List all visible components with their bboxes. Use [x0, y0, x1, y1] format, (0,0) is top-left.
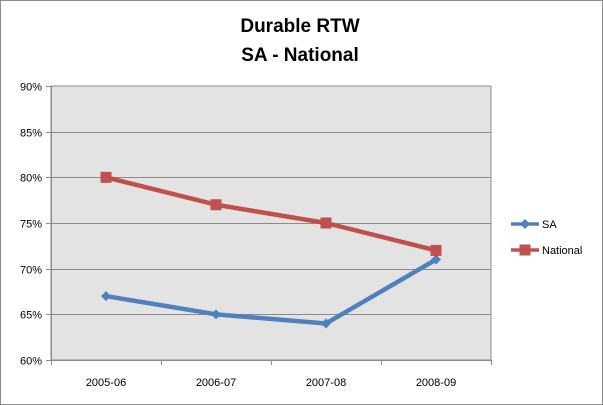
data-point-marker	[321, 318, 331, 329]
y-tick-label: 60%	[20, 356, 42, 368]
chart-title-line-2: SA - National	[241, 45, 359, 66]
data-point-marker	[100, 171, 112, 183]
series-sa	[101, 254, 441, 329]
series-line	[103, 175, 439, 253]
data-point-marker	[210, 199, 222, 211]
y-tick-label: 85%	[20, 128, 42, 140]
legend: SA National	[511, 219, 582, 257]
x-tick-label: 2006-07	[196, 377, 236, 389]
chart-title-line-1: Durable RTW	[240, 16, 359, 37]
x-tick-label: 2008-09	[416, 377, 456, 389]
data-point-marker	[101, 291, 111, 302]
data-point-marker	[430, 244, 442, 256]
y-tick-label: 80%	[20, 173, 42, 185]
y-tick-label: 70%	[20, 265, 42, 277]
y-tick-label: 65%	[20, 310, 42, 322]
data-point-marker	[320, 217, 332, 229]
series-national	[100, 171, 442, 256]
data-point-marker	[431, 254, 441, 265]
series-layer	[100, 171, 442, 329]
gridlines	[51, 132, 491, 315]
series-line	[103, 257, 439, 326]
x-tick-label: 2007-08	[306, 377, 346, 389]
legend-item-sa: SA	[511, 219, 557, 231]
axes: 60% 65% 70% 75% 80% 85% 90% 2005-06 2006-07 2007-…	[20, 82, 492, 389]
y-tick-label: 90%	[20, 82, 42, 94]
legend-item-national: National	[511, 244, 582, 257]
data-point-marker	[520, 219, 530, 229]
data-point-marker	[519, 244, 531, 256]
legend-label: SA	[542, 219, 557, 231]
data-point-marker	[211, 309, 221, 320]
y-tick-label: 75%	[20, 219, 42, 231]
x-tick-label: 2005-06	[86, 377, 126, 389]
legend-label: National	[542, 245, 582, 257]
